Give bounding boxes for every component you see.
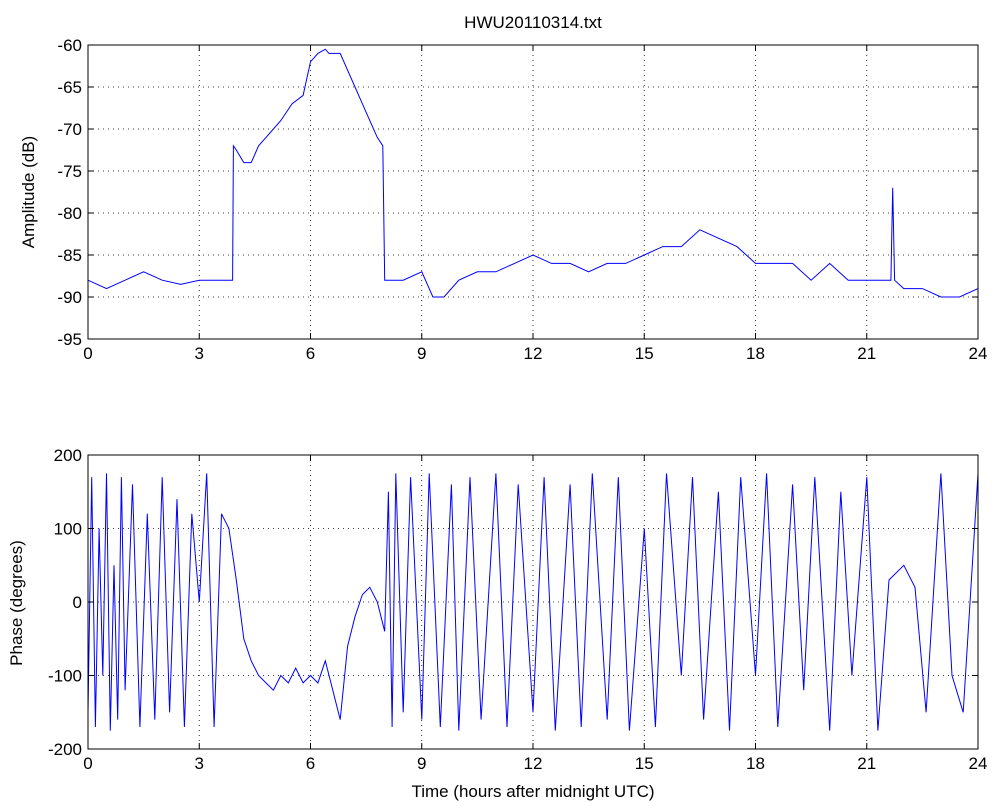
- amplitude-x-tick-label: 9: [417, 344, 426, 363]
- phase-y-tick-label: -200: [48, 740, 82, 759]
- amplitude-x-tick-label: 21: [857, 344, 876, 363]
- amplitude-x-tick-label: 15: [635, 344, 654, 363]
- amplitude-x-tick-label: 3: [195, 344, 204, 363]
- amplitude-y-tick-label: -95: [57, 330, 82, 349]
- amplitude-plot-area: [88, 45, 978, 339]
- amplitude-x-tick-label: 18: [746, 344, 765, 363]
- amplitude-y-tick-label: -90: [57, 288, 82, 307]
- amplitude-y-tick-label: -85: [57, 246, 82, 265]
- phase-x-tick-label: 21: [857, 754, 876, 773]
- phase-x-tick-label: 3: [195, 754, 204, 773]
- amplitude-x-tick-label: 6: [306, 344, 315, 363]
- amplitude-panel: 0 3 6 9 12 15 18 21 24 -60 -65 -70 -75 -80 -85 -90 -95: [57, 36, 987, 363]
- chart-title: HWU20110314.txt: [464, 13, 602, 32]
- phase-x-tick-label: 6: [306, 754, 315, 773]
- phase-y-label: Phase (degrees): [7, 540, 26, 666]
- amplitude-x-tick-label: 24: [969, 344, 988, 363]
- phase-y-tick-label: 200: [54, 446, 82, 465]
- amplitude-x-tick-label: 0: [83, 344, 92, 363]
- amplitude-y-tick-label: -60: [57, 36, 82, 55]
- phase-y-tick-label: -100: [48, 667, 82, 686]
- phase-x-tick-label: 0: [83, 754, 92, 773]
- phase-x-tick-label: 24: [969, 754, 988, 773]
- phase-panel: 0 3 6 9 12 15 18 21 24 200 100 0 -100 -200: [48, 446, 987, 773]
- amplitude-series-line: [87, 48, 979, 298]
- phase-x-tick-label: 15: [635, 754, 654, 773]
- amplitude-y-tick-label: -75: [57, 162, 82, 181]
- amplitude-y-tick-label: -80: [57, 204, 82, 223]
- x-axis-label: Time (hours after midnight UTC): [411, 782, 654, 801]
- amplitude-y-label: Amplitude (dB): [19, 136, 38, 248]
- amplitude-x-tick-label: 12: [524, 344, 543, 363]
- amplitude-y-tick-label: -70: [57, 120, 82, 139]
- phase-y-tick-label: 0: [73, 593, 82, 612]
- phase-y-tick-label: 100: [54, 520, 82, 539]
- phase-series-line: [87, 473, 979, 731]
- phase-x-tick-label: 9: [417, 754, 426, 773]
- phase-x-tick-label: 12: [524, 754, 543, 773]
- amplitude-y-tick-label: -65: [57, 78, 82, 97]
- phase-x-tick-label: 18: [746, 754, 765, 773]
